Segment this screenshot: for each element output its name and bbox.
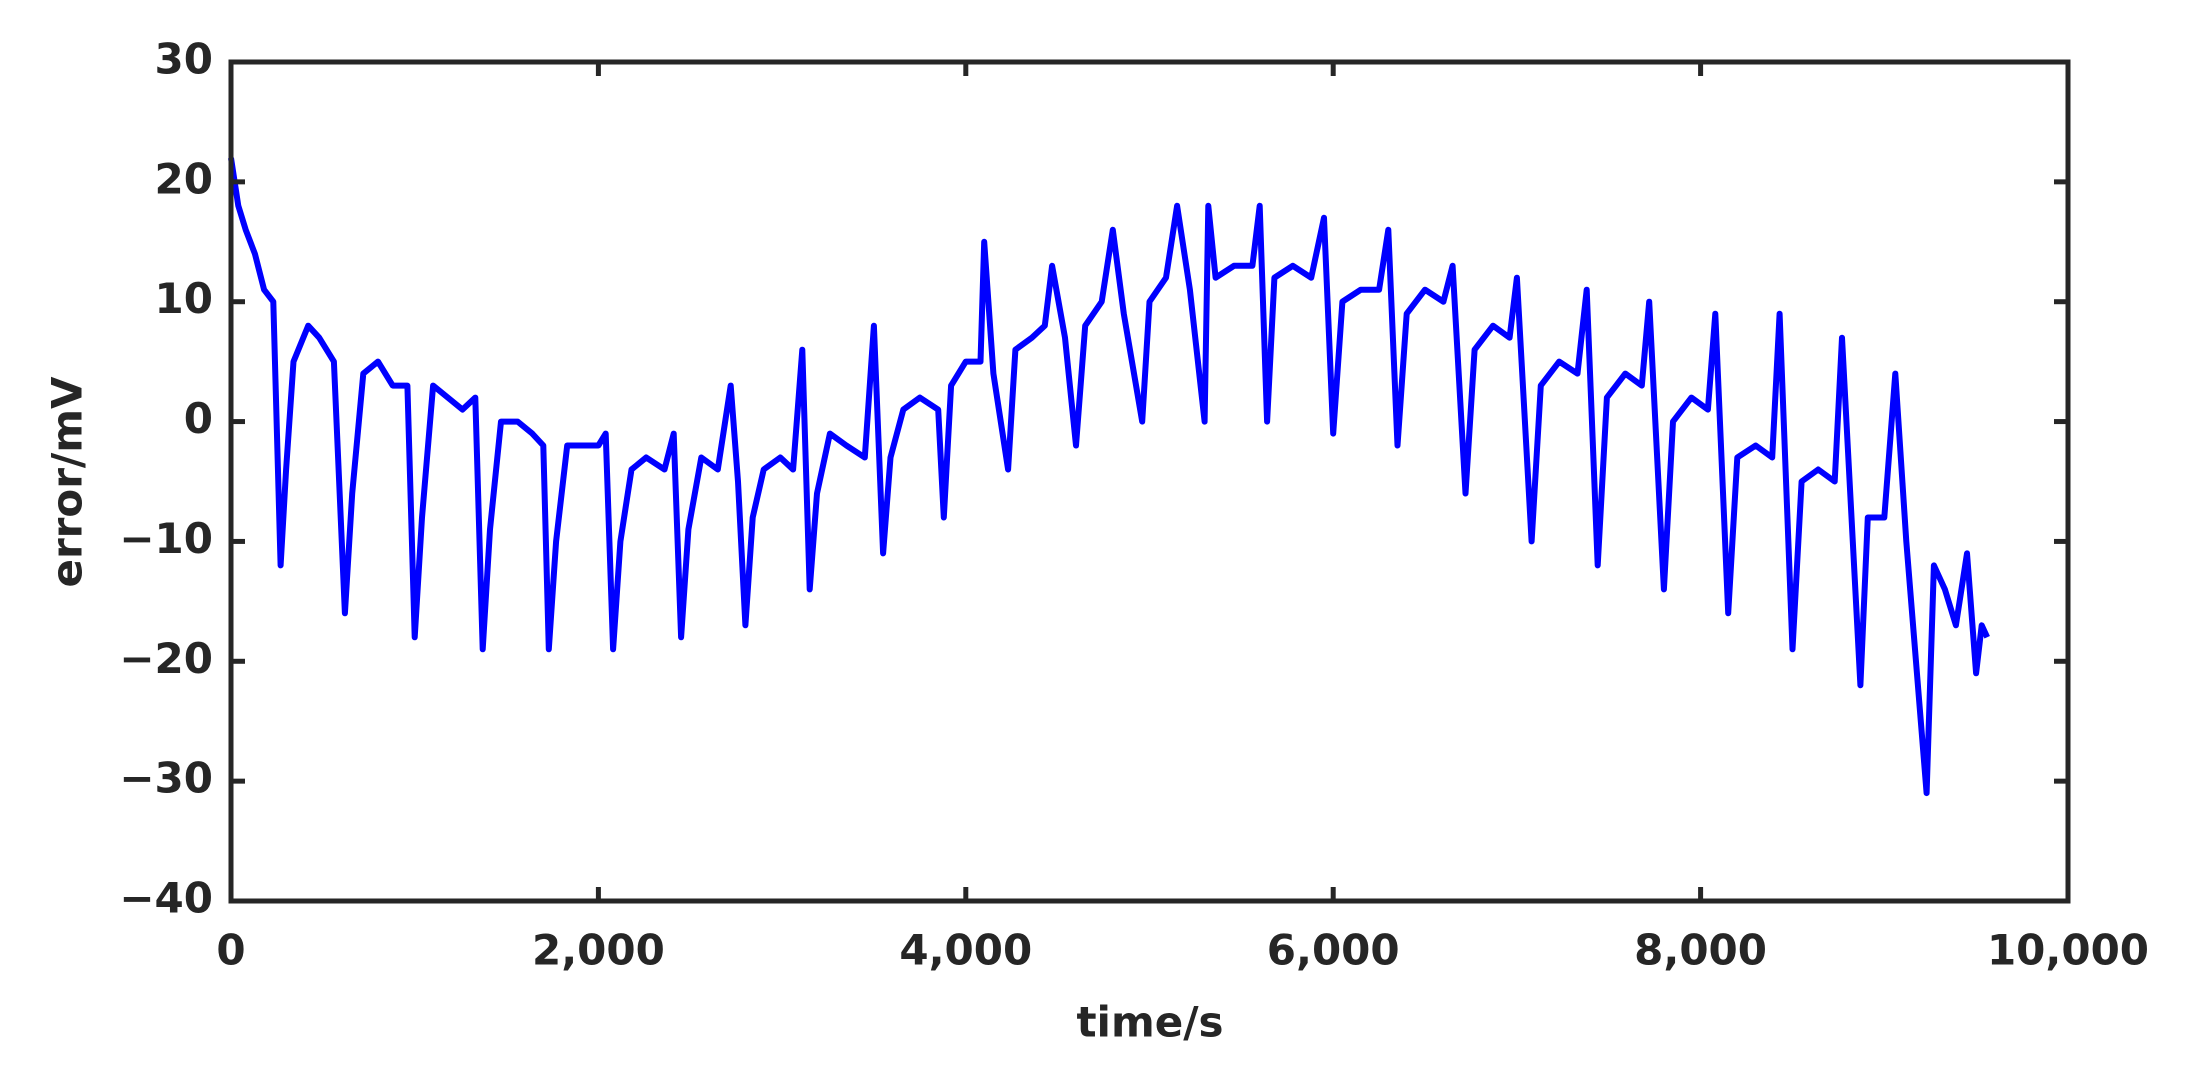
x-tick-label: 10,000 (1987, 926, 2149, 975)
x-axis-label: time/s (1076, 998, 1223, 1047)
x-tick-label: 4,000 (899, 926, 1032, 975)
y-tick-label: 10 (155, 274, 213, 323)
y-tick-label: 30 (155, 35, 213, 84)
y-tick-label: −20 (119, 634, 213, 683)
y-tick-label: 0 (184, 394, 213, 443)
y-tick-label: 20 (155, 154, 213, 203)
x-tick-label: 8,000 (1634, 926, 1767, 975)
y-axis-label: error/mV (43, 376, 92, 588)
x-tick-label: 6,000 (1267, 926, 1400, 975)
plot-frame (228, 59, 2071, 904)
y-tick-label: −10 (119, 514, 213, 563)
data-line (228, 157, 1990, 797)
y-tick-label: −30 (119, 754, 213, 803)
x-tick-label: 2,000 (532, 926, 665, 975)
y-tick-label: −40 (119, 874, 213, 923)
x-tick-label: 0 (216, 926, 245, 975)
